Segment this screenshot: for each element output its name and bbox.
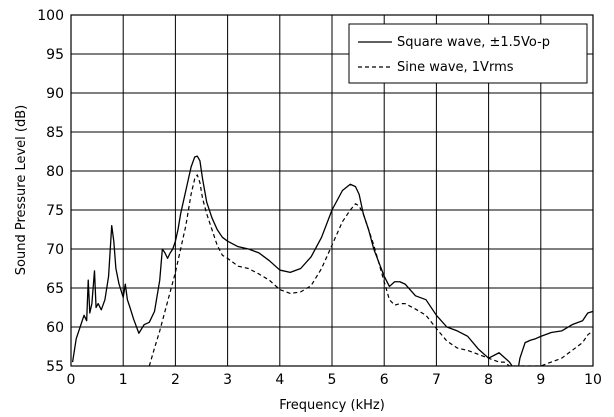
x-tick-label-10: 10 bbox=[584, 372, 602, 388]
y-tick-label-70: 70 bbox=[46, 242, 64, 258]
x-tick-label-7: 7 bbox=[432, 372, 441, 388]
x-tick-label-1: 1 bbox=[119, 372, 128, 388]
series-layer bbox=[71, 155, 593, 366]
x-tick-label-0: 0 bbox=[67, 372, 76, 388]
y-tick-label-60: 60 bbox=[46, 320, 64, 336]
x-tick-label-4: 4 bbox=[275, 372, 284, 388]
plot-frame bbox=[70, 14, 594, 367]
x-tick-label-9: 9 bbox=[536, 372, 545, 388]
y-axis-label: Sound Pressure Level (dB) bbox=[14, 105, 29, 275]
x-axis-label: Frequency (kHz) bbox=[279, 398, 385, 413]
y-tick-label-85: 85 bbox=[46, 125, 64, 141]
x-tick-label-3: 3 bbox=[223, 372, 232, 388]
x-tick-labels: 0 1 2 3 4 5 6 7 8 9 10 bbox=[67, 372, 602, 388]
y-tick-label-80: 80 bbox=[46, 164, 64, 180]
y-tick-label-65: 65 bbox=[46, 281, 64, 297]
legend-label-sine: Sine wave, 1Vrms bbox=[397, 60, 514, 75]
y-tick-label-75: 75 bbox=[46, 203, 64, 219]
y-tick-label-55: 55 bbox=[46, 359, 64, 375]
x-tick-label-8: 8 bbox=[484, 372, 493, 388]
x-tick-label-2: 2 bbox=[171, 372, 180, 388]
legend-box bbox=[348, 23, 588, 84]
x-tick-label-5: 5 bbox=[328, 372, 337, 388]
y-tick-label-95: 95 bbox=[46, 47, 64, 63]
square-wave-line bbox=[71, 155, 593, 366]
sine-wave-line bbox=[148, 174, 593, 366]
y-tick-labels: 55 60 65 70 75 80 85 90 95 100 bbox=[37, 8, 64, 375]
y-tick-label-100: 100 bbox=[37, 8, 64, 24]
y-tick-label-90: 90 bbox=[46, 86, 64, 102]
x-tick-label-6: 6 bbox=[380, 372, 389, 388]
legend: Square wave, ±1.5Vo-p Sine wave, 1Vrms bbox=[348, 23, 588, 84]
legend-label-square: Square wave, ±1.5Vo-p bbox=[397, 35, 550, 50]
